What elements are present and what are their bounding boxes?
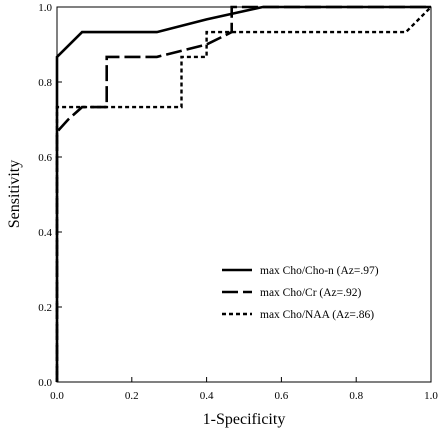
y-tick-label: 0.6 bbox=[38, 152, 52, 164]
y-tick-label: 0.2 bbox=[38, 302, 52, 314]
legend-entry-label: max Cho/Cho-n (Az=.97) bbox=[260, 265, 379, 277]
y-tick-label: 1.0 bbox=[38, 2, 52, 14]
plot-frame bbox=[56, 6, 432, 383]
legend-entry-label: max Cho/Cr (Az=.92) bbox=[260, 287, 362, 299]
x-axis-ticks: 0.0 0.2 0.4 0.6 0.8 1.0 bbox=[50, 377, 438, 402]
x-tick-label: 1.0 bbox=[424, 390, 438, 402]
series-line-dashed bbox=[55, 5, 431, 382]
x-tick-label: 0.4 bbox=[200, 390, 214, 402]
series-lines bbox=[55, 5, 432, 382]
x-axis-label: 1-Specificity bbox=[203, 411, 286, 428]
y-axis-label: Sensitivity bbox=[6, 160, 23, 228]
y-tick-label: 0.4 bbox=[38, 227, 52, 239]
x-tick-label: 0.6 bbox=[275, 390, 289, 402]
x-tick-label: 0.0 bbox=[50, 390, 64, 402]
series-line-solid bbox=[55, 5, 431, 382]
x-tick-label: 0.8 bbox=[349, 390, 363, 402]
legend-entry-label: max Cho/NAA (Az=.86) bbox=[260, 309, 374, 321]
legend: max Cho/Cho-n (Az=.97) max Cho/Cr (Az=.92… bbox=[222, 265, 379, 321]
y-tick-label: 0.8 bbox=[38, 77, 52, 89]
y-axis-ticks: 0.0 0.2 0.4 0.6 0.8 1.0 bbox=[38, 2, 62, 389]
x-tick-label: 0.2 bbox=[125, 390, 139, 402]
y-tick-label: 0.0 bbox=[38, 377, 52, 389]
series-line-dotted bbox=[55, 6, 432, 382]
